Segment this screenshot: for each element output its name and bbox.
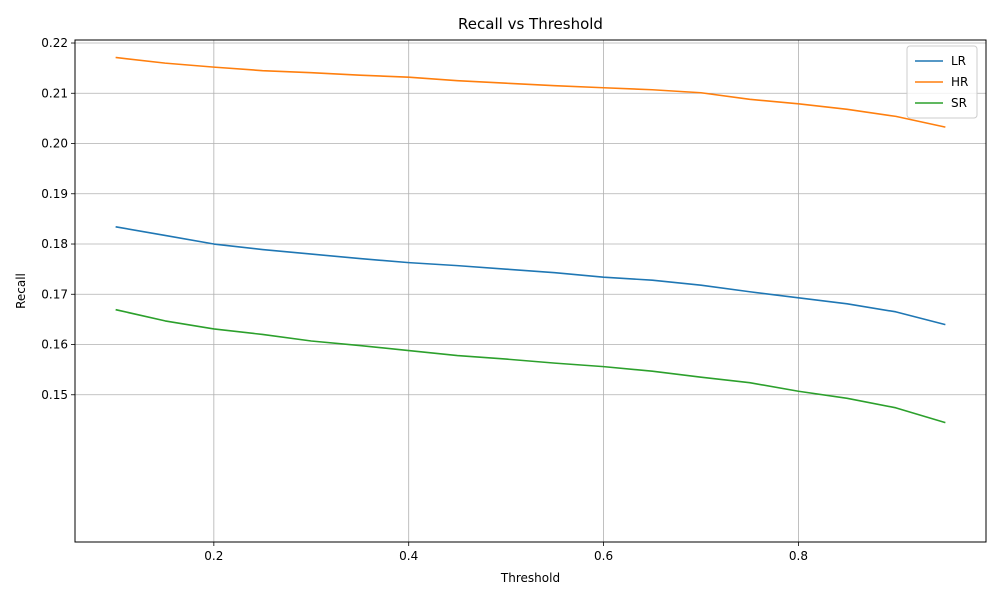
y-tick-label: 0.16 bbox=[41, 338, 68, 352]
x-tick-label: 0.6 bbox=[594, 549, 613, 563]
y-tick-label: 0.19 bbox=[41, 187, 68, 201]
x-axis-label: Threshold bbox=[500, 571, 560, 585]
x-tick-label: 0.4 bbox=[399, 549, 418, 563]
y-tick-label: 0.21 bbox=[41, 86, 68, 100]
y-axis-label: Recall bbox=[14, 273, 28, 309]
y-axis-ticks: 0.15 0.16 0.17 0.18 0.19 0.20 0.21 0.22 bbox=[41, 36, 75, 402]
series-line-lr bbox=[115, 226, 946, 326]
x-axis-ticks: 0.2 0.4 0.6 0.8 bbox=[204, 542, 808, 563]
y-tick-label: 0.22 bbox=[41, 36, 68, 50]
y-tick-label: 0.18 bbox=[41, 237, 68, 251]
chart-title: Recall vs Threshold bbox=[458, 15, 603, 33]
y-tick-label: 0.17 bbox=[41, 287, 68, 301]
y-tick-label: 0.15 bbox=[41, 388, 68, 402]
legend-label-lr: LR bbox=[951, 54, 966, 68]
legend-label-hr: HR bbox=[951, 75, 968, 89]
x-tick-label: 0.2 bbox=[204, 549, 223, 563]
x-tick-label: 0.8 bbox=[789, 549, 808, 563]
y-tick-label: 0.20 bbox=[41, 137, 68, 151]
legend: LR HR SR bbox=[906, 45, 978, 119]
series-line-sr bbox=[115, 308, 946, 424]
grid bbox=[75, 40, 986, 542]
series-lines bbox=[115, 56, 946, 424]
legend-label-sr: SR bbox=[951, 96, 967, 110]
plot-area-frame bbox=[74, 39, 987, 543]
series-line-hr bbox=[115, 56, 946, 128]
